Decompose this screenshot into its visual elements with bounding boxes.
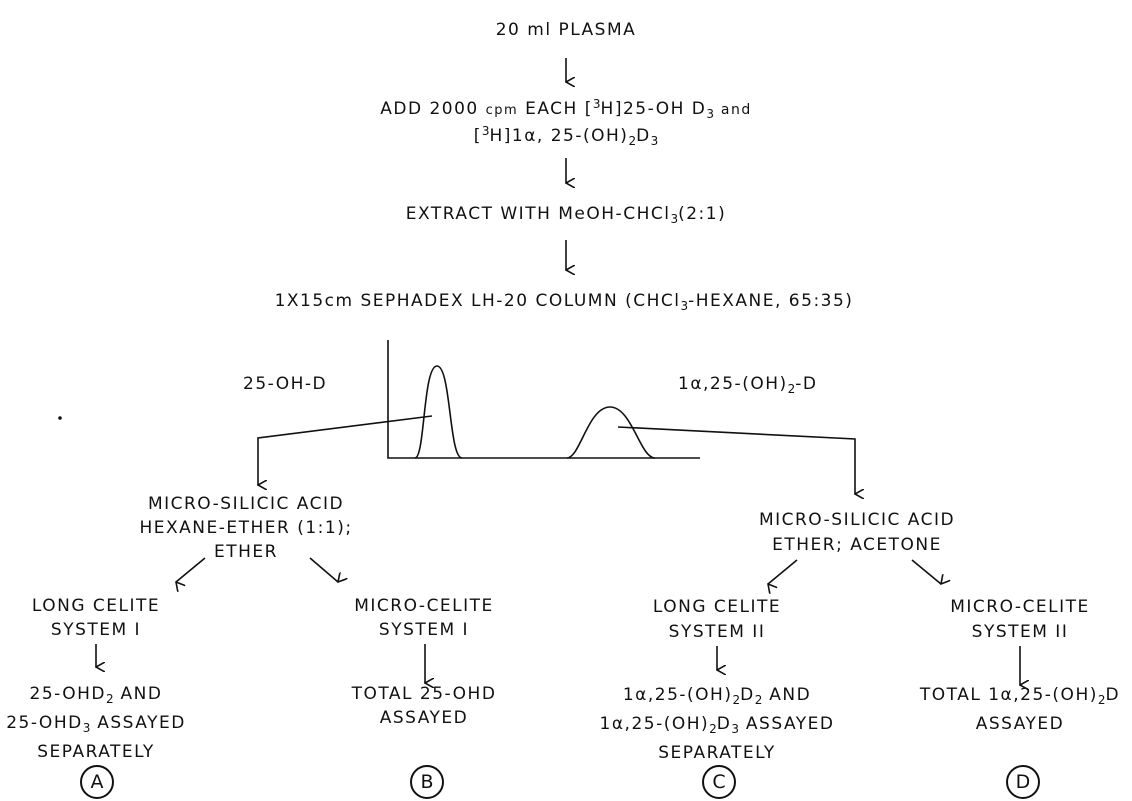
arrow-right-to-micro (911, 559, 941, 584)
peak-label-25-oh-d: 25-OH-D (243, 374, 328, 394)
label-c-circle: C (702, 765, 736, 799)
step-column: 1X15cm SEPHADEX LH-20 COLUMN (CHCl3-HEXA… (274, 291, 854, 313)
micro-celite-system-ii: MICRO-CELITE SYSTEM II (950, 597, 1090, 642)
left-silicic-acid: MICRO-SILICIC ACID HEXANE-ETHER (1:1); E… (139, 494, 353, 562)
arrow-left-to-micro (309, 557, 338, 582)
result-c-text: 1α,25-(OH)2D2 AND 1α,25-(OH)2D3 ASSAYED … (599, 685, 835, 763)
label-d-circle: D (1006, 765, 1040, 799)
peak-1a-25-oh2-d (566, 406, 656, 459)
step-add-line2: [3H]1α, 25-(OH)2D3 (473, 124, 659, 148)
peak-label-1a-25-oh2-d: 1α,25-(OH)2-D (678, 374, 818, 396)
right-silicic-acid: MICRO-SILICIC ACID ETHER; ACETONE (758, 510, 956, 555)
arrow-right-to-long (768, 559, 798, 584)
peak-25-oh-d (414, 365, 463, 459)
long-celite-system-ii: LONG CELITE SYSTEM II (652, 597, 782, 642)
chromatogram-axes (387, 340, 700, 459)
step-extract: EXTRACT WITH MeOH-CHCl3(2:1) (405, 204, 727, 226)
step-add-line1: ADD 2000 cpm EACH [3H]25-OH D3 and (380, 97, 752, 121)
result-b-text: TOTAL 25-OHD ASSAYED (351, 684, 497, 728)
label-b-circle: B (410, 765, 444, 799)
micro-celite-system-i: MICRO-CELITE SYSTEM I (354, 596, 494, 640)
result-a-text: 25-OHD2 AND 25-OHD3 ASSAYED SEPARATELY (6, 684, 186, 762)
result-d-text: TOTAL 1α,25-(OH)2D ASSAYED (919, 685, 1121, 734)
stray-dot (58, 416, 62, 420)
connector-right-peak (617, 426, 855, 494)
arrow-left-to-long (176, 557, 206, 582)
long-celite-system-i: LONG CELITE SYSTEM I (31, 596, 161, 640)
label-a-circle: A (80, 765, 114, 799)
connector-left-peak (258, 415, 433, 485)
step-plasma: 20 ml PLASMA (495, 20, 637, 40)
